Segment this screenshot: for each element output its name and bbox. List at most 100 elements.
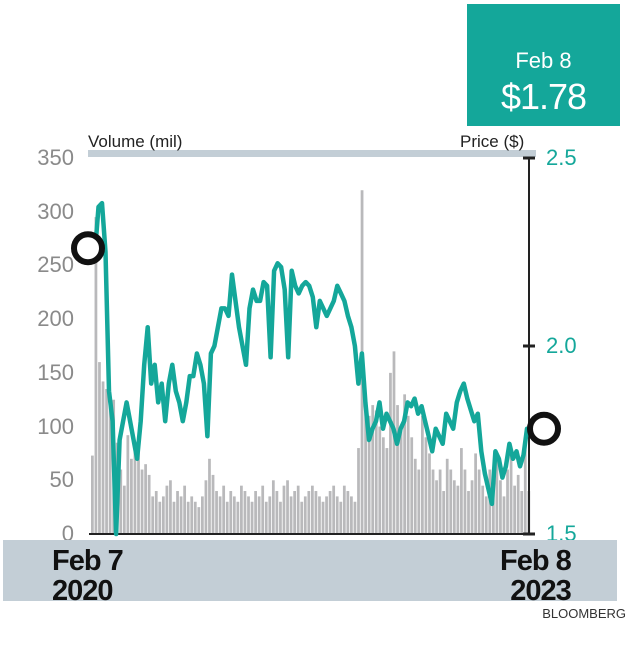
volume-bar: [257, 496, 261, 534]
volume-bar: [389, 372, 392, 534]
volume-bar: [335, 496, 339, 534]
price-axis-title: Price ($): [460, 132, 525, 151]
volume-bar: [506, 469, 509, 534]
volume-bar: [240, 485, 243, 534]
volume-bar: [353, 501, 357, 534]
volume-bar: [410, 437, 414, 534]
volume-bar: [201, 496, 204, 534]
volume-bar: [133, 448, 137, 534]
volume-bar: [449, 469, 453, 534]
volume-bar: [293, 491, 297, 534]
volume-bar: [183, 485, 187, 534]
x-end-line1: Feb 8: [500, 545, 572, 577]
volume-bar: [126, 435, 130, 534]
volume-bar: [350, 496, 353, 534]
volume-bar: [190, 496, 194, 534]
volume-bar: [342, 485, 346, 534]
volume-bar: [460, 448, 463, 534]
volume-bar: [208, 458, 211, 534]
volume-bar: [381, 437, 385, 534]
x-end-line2: 2023: [510, 575, 572, 607]
volume-bar: [463, 469, 467, 534]
volume-bar: [417, 469, 421, 534]
volume-bar: [122, 485, 126, 534]
volume-bar: [193, 501, 197, 534]
volume-tick-label: 300: [37, 198, 74, 224]
volume-bar: [374, 410, 378, 534]
volume-bar: [236, 501, 240, 534]
volume-bar: [289, 496, 293, 534]
volume-bar: [332, 485, 336, 534]
volume-bar: [445, 458, 449, 534]
volume-bar: [119, 469, 123, 534]
volume-bar: [215, 491, 218, 534]
volume-bar: [275, 491, 279, 534]
volume-bar: [282, 485, 286, 534]
volume-bar: [484, 496, 488, 534]
volume-bar: [474, 453, 477, 534]
volume-bar: [296, 485, 300, 534]
volume-bar: [91, 455, 94, 534]
x-start-label: Feb 7 2020: [52, 546, 124, 606]
volume-bar: [499, 480, 502, 534]
volume-bar: [108, 394, 112, 534]
volume-bar: [186, 501, 190, 534]
volume-bar: [428, 453, 431, 534]
volume-bar: [502, 496, 506, 534]
volume-bar: [367, 415, 371, 534]
volume-bar: [151, 496, 155, 534]
volume-bar: [346, 491, 350, 534]
volume-bar: [286, 480, 289, 534]
volume-bar: [101, 381, 105, 534]
volume-bar: [431, 469, 435, 534]
volume-bar: [413, 458, 417, 534]
top-rule: [88, 150, 536, 157]
volume-bar: [470, 480, 474, 534]
volume-bar: [339, 501, 343, 534]
volume-bar: [325, 496, 328, 534]
volume-bar: [261, 485, 265, 534]
volume-bar: [271, 480, 275, 534]
volume-bar: [424, 437, 428, 534]
volume-tick-label: 200: [37, 306, 74, 332]
volume-bar: [250, 501, 254, 534]
price-tick-label: 2.0: [546, 333, 577, 358]
volume-bar: [229, 491, 233, 534]
volume-bar: [406, 415, 410, 534]
x-end-label: Feb 8 2023: [500, 545, 572, 607]
volume-bar: [303, 496, 307, 534]
volume-bar: [318, 496, 321, 534]
volume-bar: [176, 491, 179, 534]
volume-bar: [211, 474, 215, 534]
volume-tick-label: 0: [61, 521, 74, 546]
volume-bar: [154, 491, 158, 534]
end-marker: [527, 411, 561, 446]
volume-bar: [452, 480, 456, 534]
volume-tick-label: 350: [37, 145, 74, 170]
volume-bar: [179, 496, 183, 534]
volume-bar: [491, 491, 495, 534]
volume-bar: [321, 501, 325, 534]
volume-tick-label: 150: [37, 359, 74, 385]
volume-tick-label: 50: [49, 467, 74, 493]
volume-bar: [140, 469, 144, 534]
volume-bar: [268, 496, 272, 534]
source-credit: BLOOMBERG: [542, 606, 626, 621]
volume-bar: [435, 480, 438, 534]
volume-bar: [481, 485, 485, 534]
volume-bar: [357, 448, 360, 534]
start-marker: [71, 231, 105, 266]
volume-bar: [513, 485, 517, 534]
volume-bar: [523, 442, 527, 534]
volume-bar: [314, 491, 318, 534]
volume-bar: [378, 426, 382, 534]
callout-price: $1.78: [500, 76, 587, 117]
volume-bar: [396, 405, 399, 534]
volume-bar: [307, 491, 311, 534]
volume-bar: [264, 501, 268, 534]
date-band: [3, 540, 617, 601]
volume-bar: [403, 394, 407, 534]
price-axis-ticks: [523, 156, 535, 536]
volume-bar: [254, 491, 257, 534]
volume-bar: [247, 496, 250, 534]
